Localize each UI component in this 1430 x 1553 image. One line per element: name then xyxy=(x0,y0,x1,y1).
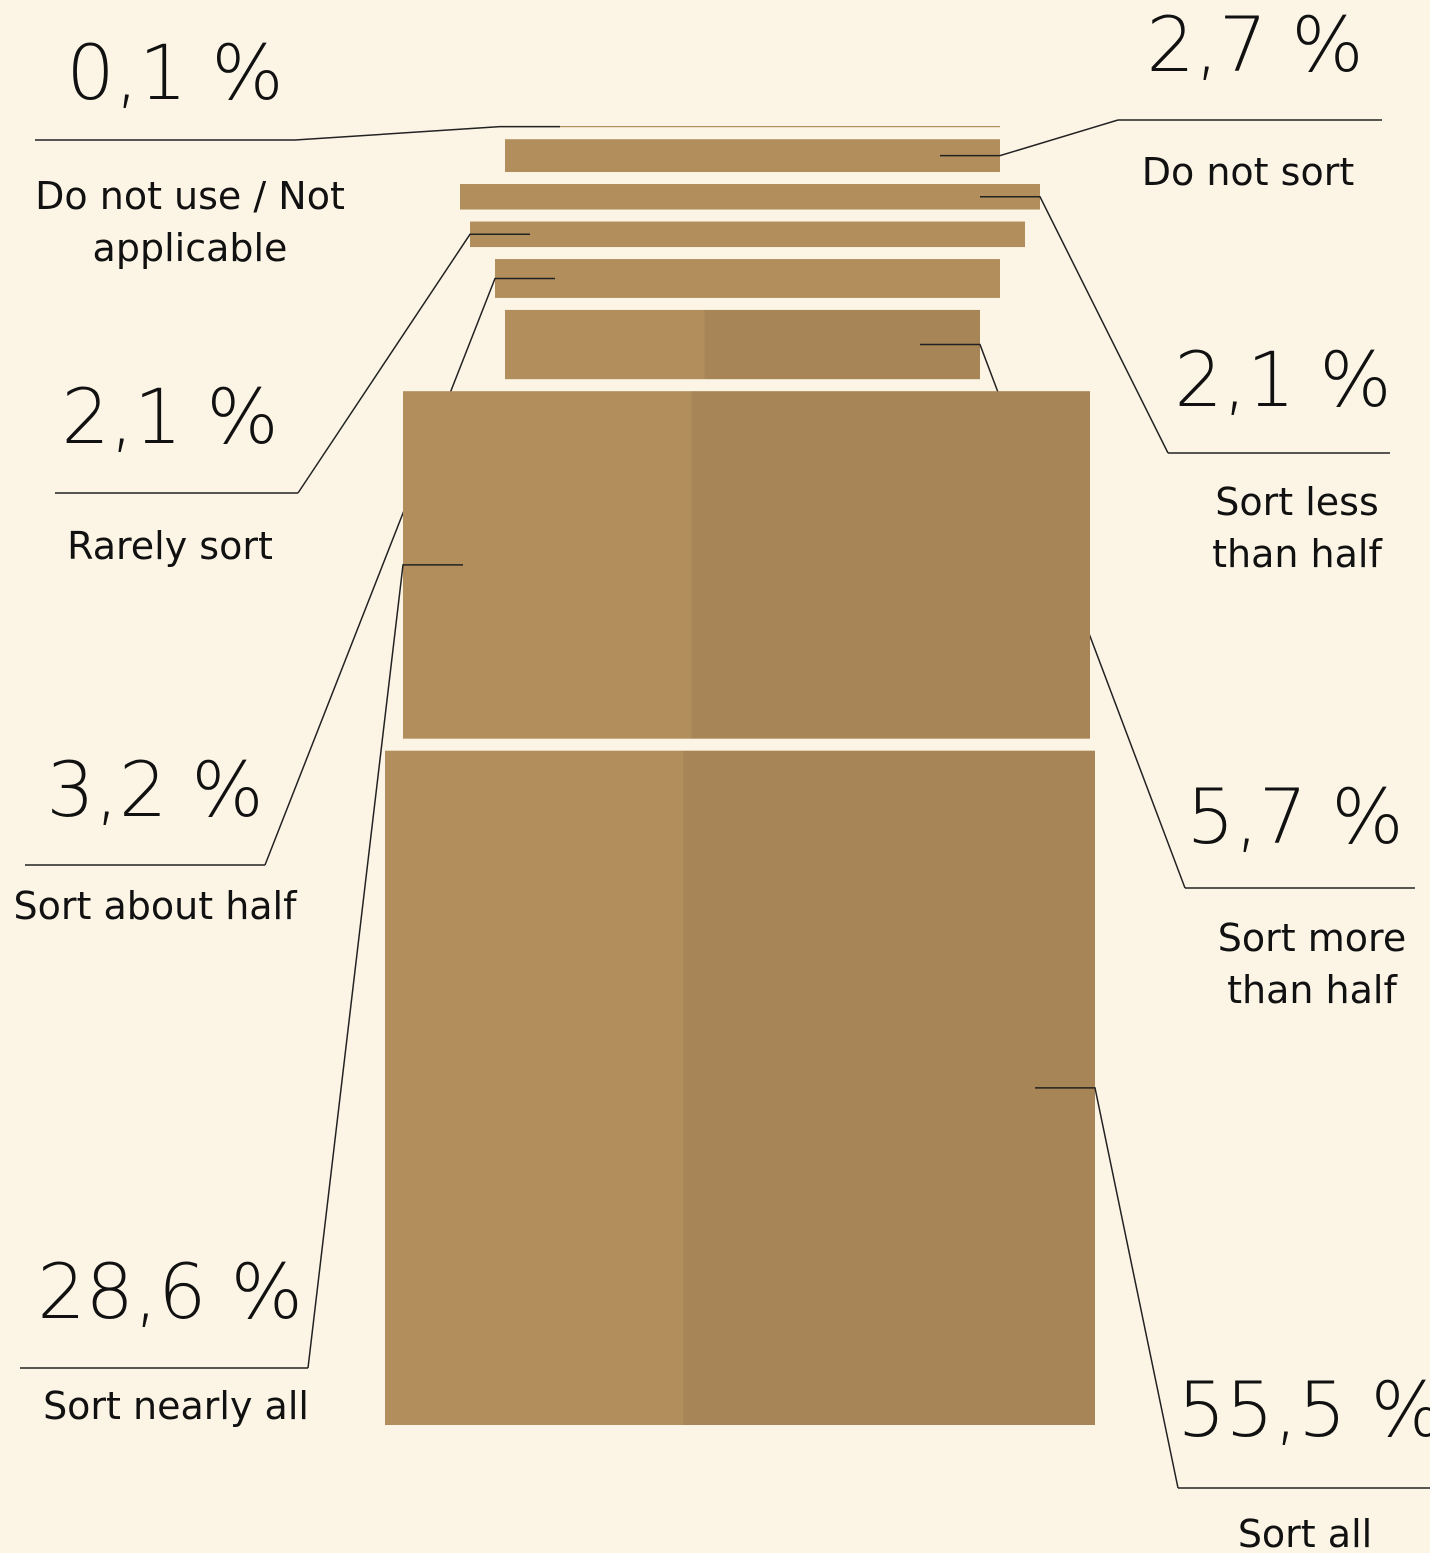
value-label: 55,5 % xyxy=(1177,1365,1430,1454)
box-slice xyxy=(495,259,1000,298)
value-label: 2,1 % xyxy=(61,372,278,461)
infographic: 0,1 % 2,7 % 2,1 % 2,1 % 3,2 % 5,7 % 28,6 % 55,5… xyxy=(0,0,1430,1553)
category-label: Sort about half xyxy=(0,880,310,932)
value-label: 2,1 % xyxy=(1174,335,1391,424)
category-label: Do not sort xyxy=(1118,146,1378,198)
box-slice xyxy=(470,222,1025,248)
box-shade xyxy=(683,751,1095,1425)
category-label: Sort less than half xyxy=(1187,476,1407,580)
value-label: 5,7 % xyxy=(1186,772,1403,861)
box-slice xyxy=(505,139,1000,172)
box-shade xyxy=(692,391,1090,738)
value-label: 3,2 % xyxy=(46,745,263,834)
category-label: Do not use / Not applicable xyxy=(30,170,350,274)
leader-connector xyxy=(295,127,560,140)
category-label: Sort all xyxy=(1185,1508,1425,1553)
category-label: Sort more than half xyxy=(1197,912,1427,1016)
box-slice xyxy=(500,126,1000,127)
value-label: 0,1 % xyxy=(66,28,283,117)
category-label: Sort nearly all xyxy=(16,1380,336,1432)
value-label: 28,6 % xyxy=(37,1247,303,1336)
category-label: Rarely sort xyxy=(20,520,320,572)
box-slice xyxy=(460,184,1040,210)
value-label: 2,7 % xyxy=(1146,0,1363,89)
